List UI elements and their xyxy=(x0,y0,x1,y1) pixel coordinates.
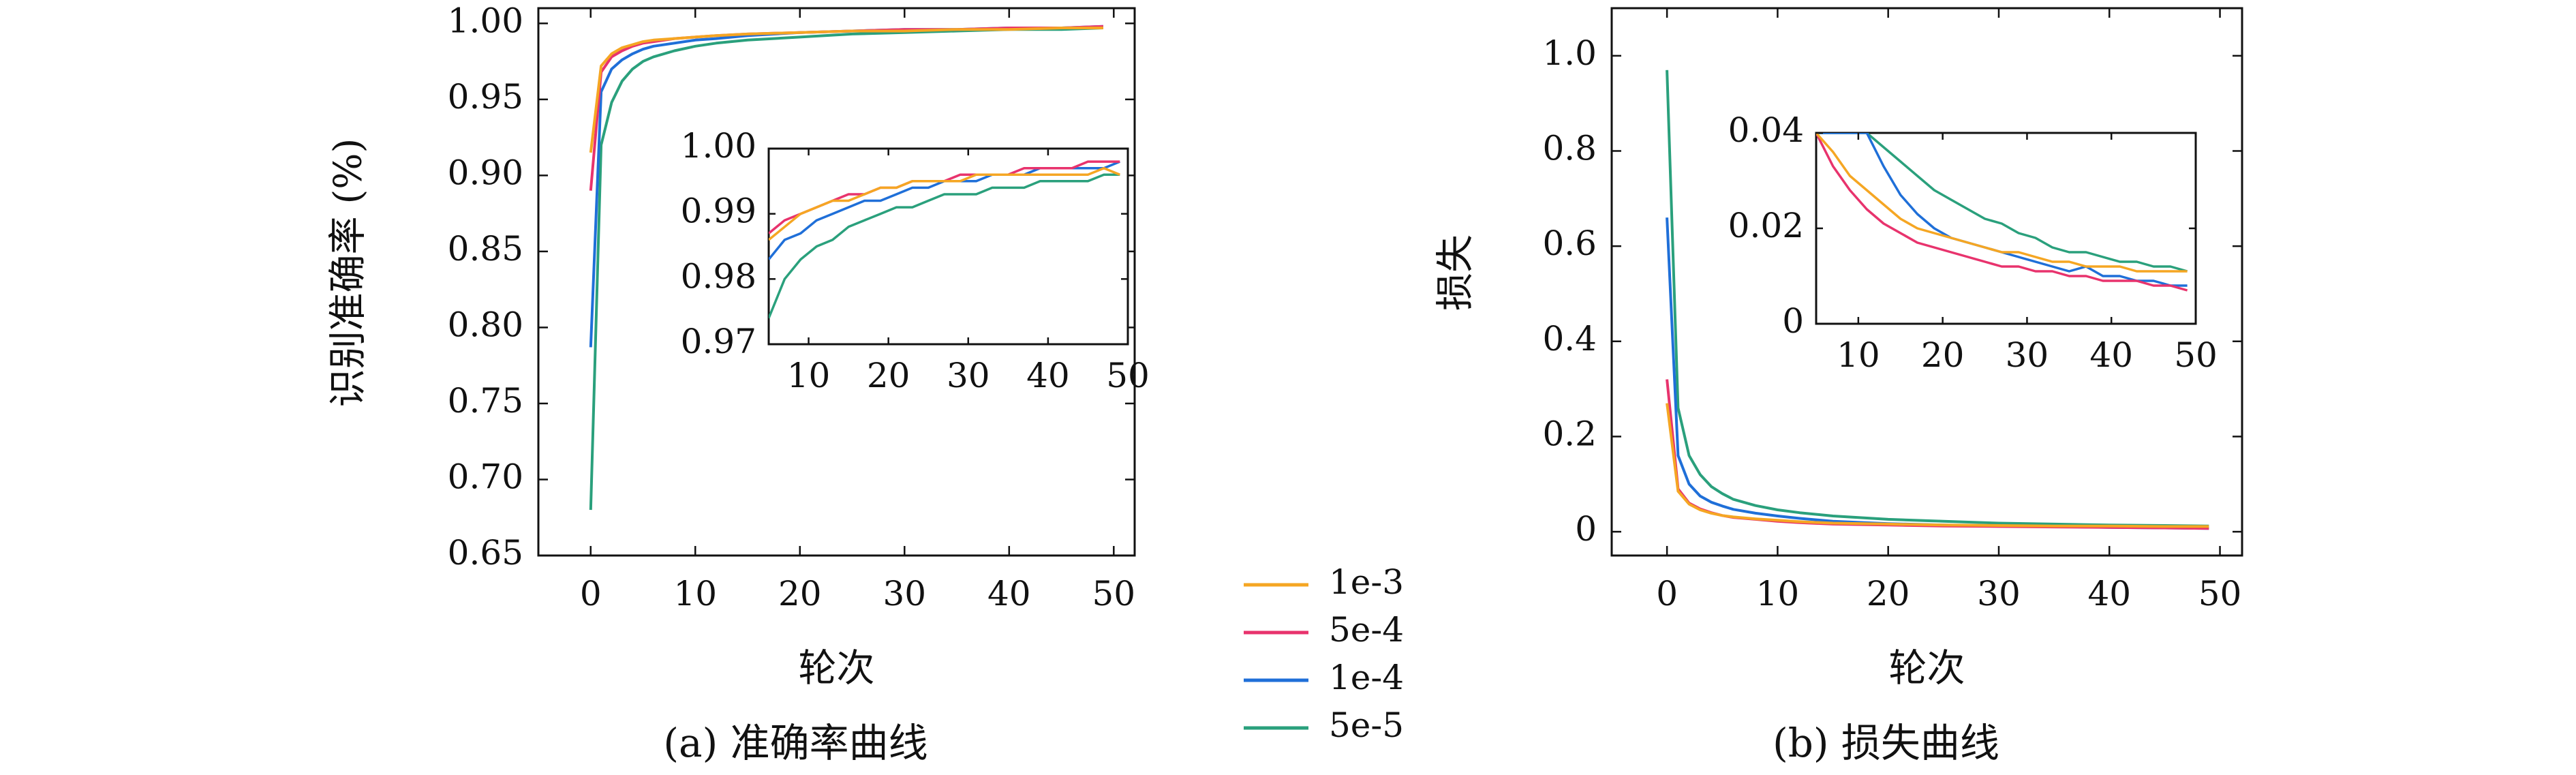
accuracy-ytick-label: 0.95 xyxy=(448,77,523,117)
accuracy-ytick-label: 0.65 xyxy=(448,533,523,573)
loss-line-1e-3 xyxy=(1666,403,2209,528)
loss-inset-line-5e-4 xyxy=(1816,133,2188,292)
legend-label-1e-3: 1e-3 xyxy=(1329,562,1404,602)
accuracy-inset-line-1e-3 xyxy=(769,166,1120,241)
loss-inset-frame xyxy=(1815,132,2197,325)
accuracy-chart: 0 10 20 30 40 50 0.65 0.70 0.75 0.80 0.85 0.90 0.95 1… xyxy=(326,1,1150,766)
loss-inset-ytick-label: 0 xyxy=(1782,301,1804,341)
loss-xtick-label: 40 xyxy=(2087,574,2131,613)
accuracy-series xyxy=(589,25,1103,511)
loss-ytick-label: 0 xyxy=(1575,509,1597,549)
accuracy-inset-ytick-label: 0.98 xyxy=(681,256,756,296)
legend-label-5e-5: 5e-5 xyxy=(1329,705,1404,745)
loss-xlabel: 轮次 xyxy=(1889,647,1965,691)
accuracy-inset-ytick-label: 0.97 xyxy=(681,322,756,361)
loss-xtick-label: 0 xyxy=(1656,574,1678,613)
accuracy-xtick-label: 20 xyxy=(778,574,822,613)
loss-inset-xtick-label: 10 xyxy=(1837,335,1880,375)
loss-chart: 0 10 20 30 40 50 0 0.2 0.4 0.6 0.8 1.0 10 20 30 40 50 0 0.… xyxy=(1434,7,2243,766)
loss-inset-line-1e-3 xyxy=(1816,133,2188,273)
loss-xtick-label: 20 xyxy=(1867,574,1910,613)
accuracy-inset: 10 20 30 40 50 0.97 0.98 0.99 1.00 xyxy=(681,126,1150,395)
loss-xtick-label: 30 xyxy=(1977,574,2021,613)
accuracy-inset-xtick-label: 30 xyxy=(947,356,990,395)
accuracy-ytick-label: 0.80 xyxy=(448,305,523,344)
loss-xtick-label: 50 xyxy=(2198,574,2242,613)
accuracy-inset-xtick-label: 50 xyxy=(1106,356,1150,395)
accuracy-inset-xtick-label: 20 xyxy=(867,356,910,395)
loss-caption: (b) 损失曲线 xyxy=(1773,720,1999,766)
loss-ytick-label: 0.2 xyxy=(1542,414,1597,453)
loss-inset: 10 20 30 40 50 0 0.02 0.04 xyxy=(1728,110,2218,375)
accuracy-xtick-label: 50 xyxy=(1092,574,1135,613)
loss-ylabel: 损失 xyxy=(1434,234,1478,311)
loss-inset-xtick-label: 30 xyxy=(2006,335,2049,375)
accuracy-ytick-label: 0.70 xyxy=(448,457,523,496)
accuracy-ytick-label: 0.85 xyxy=(448,229,523,269)
loss-inset-xtick-label: 20 xyxy=(1921,335,1965,375)
accuracy-ytick-label: 1.00 xyxy=(448,1,523,40)
loss-inset-ytick-label: 0.04 xyxy=(1728,110,1804,150)
accuracy-inset-xtick-label: 40 xyxy=(1026,356,1070,395)
accuracy-inset-line-5e-5 xyxy=(769,173,1120,319)
accuracy-xtick-label: 0 xyxy=(580,574,602,613)
accuracy-xtick-label: 30 xyxy=(883,574,926,613)
accuracy-inset-xtick-label: 10 xyxy=(787,356,831,395)
accuracy-line-1e-3 xyxy=(589,27,1103,153)
loss-ytick-label: 0.6 xyxy=(1542,224,1597,263)
loss-inset-series xyxy=(1816,133,2188,292)
loss-ytick-label: 0.4 xyxy=(1542,319,1597,359)
loss-xtick-label: 10 xyxy=(1756,574,1800,613)
loss-inset-xtick-label: 40 xyxy=(2089,335,2133,375)
accuracy-inset-frame xyxy=(767,147,1129,346)
loss-line-5e-5 xyxy=(1666,70,2209,528)
accuracy-xlabel: 轮次 xyxy=(799,647,875,691)
accuracy-ylabel: 识别准确率 (%) xyxy=(326,138,371,408)
loss-ytick-label: 0.8 xyxy=(1542,128,1597,168)
accuracy-ytick-label: 0.75 xyxy=(448,381,523,421)
loss-inset-ytick-label: 0.02 xyxy=(1728,206,1804,245)
accuracy-inset-ytick-label: 0.99 xyxy=(681,192,756,231)
loss-ytick-label: 1.0 xyxy=(1542,33,1597,73)
accuracy-ytick-label: 0.90 xyxy=(448,153,523,192)
accuracy-xtick-label: 10 xyxy=(673,574,717,613)
loss-inset-line-5e-5 xyxy=(1816,133,2188,273)
loss-series xyxy=(1666,70,2209,530)
accuracy-inset-series xyxy=(769,160,1120,319)
accuracy-xtick-label: 40 xyxy=(987,574,1031,613)
accuracy-caption: (a) 准确率曲线 xyxy=(663,720,927,766)
accuracy-inset-ytick-label: 1.00 xyxy=(681,126,756,166)
legend: 1e-3 5e-4 1e-4 5e-5 xyxy=(1244,562,1404,745)
loss-inset-xtick-label: 50 xyxy=(2174,335,2218,375)
legend-label-5e-4: 5e-4 xyxy=(1329,610,1404,650)
legend-label-1e-4: 1e-4 xyxy=(1329,658,1404,697)
